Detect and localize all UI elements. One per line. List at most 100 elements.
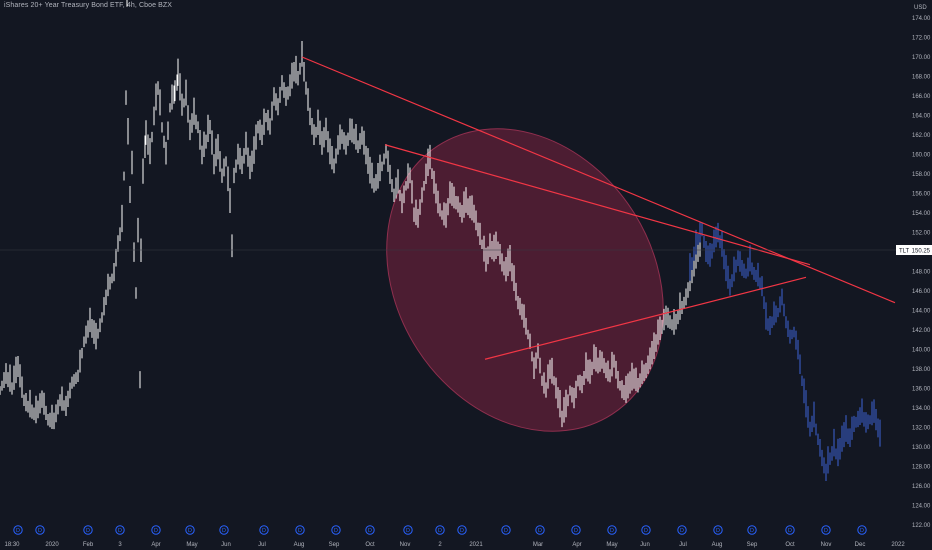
dividend-marker-circle <box>151 525 161 535</box>
x-tick-label: 2021 <box>469 542 483 548</box>
dividend-marker-label: D <box>538 528 542 534</box>
y-tick-label: 126.00 <box>912 484 931 490</box>
dividend-marker[interactable]: D <box>607 525 617 535</box>
dividend-marker-label: D <box>262 528 266 534</box>
y-tick-label: 122.00 <box>912 523 931 529</box>
dividend-marker-label: D <box>406 528 410 534</box>
x-tick-label: 2022 <box>891 542 905 548</box>
dividend-marker-circle <box>821 525 831 535</box>
dividend-marker[interactable]: D <box>83 525 93 535</box>
x-axis[interactable]: 18:30 2020 Feb 3 Apr May Jun Jul Aug Sep Oct Nov 2 20… <box>4 542 905 548</box>
dividend-marker-label: D <box>438 528 442 534</box>
x-tick-label: Oct <box>785 542 795 548</box>
highlight-region <box>386 128 664 432</box>
dividend-marker-label: D <box>860 528 864 534</box>
dividend-marker[interactable]: D <box>365 525 375 535</box>
dividend-marker-circle <box>259 525 269 535</box>
dividend-marker[interactable]: D <box>331 525 341 535</box>
trendlines[interactable] <box>301 56 896 360</box>
y-tick-label: 154.00 <box>912 211 931 217</box>
highlight-ellipse <box>386 128 664 432</box>
dividend-marker-label: D <box>298 528 302 534</box>
dividend-marker[interactable]: D <box>501 525 511 535</box>
price-label: TLT 150.25 <box>896 245 932 255</box>
dividend-marker[interactable]: D <box>13 525 23 535</box>
x-tick-label: May <box>606 542 617 548</box>
dividend-marker[interactable]: D <box>151 525 161 535</box>
dividend-marker-label: D <box>118 528 122 534</box>
x-tick-label: May <box>186 542 197 548</box>
dividend-marker-circle <box>641 525 651 535</box>
x-tick-label: Dec <box>855 542 866 548</box>
dividend-marker-label: D <box>38 528 42 534</box>
x-tick-label: Nov <box>821 542 832 548</box>
y-tick-label: 144.00 <box>912 309 931 315</box>
dividend-marker-circle <box>785 525 795 535</box>
dividend-marker[interactable]: D <box>535 525 545 535</box>
x-tick-label: Apr <box>151 542 160 548</box>
dividend-marker-circle <box>331 525 341 535</box>
y-tick-label: 172.00 <box>912 36 931 42</box>
y-tick-label: 132.00 <box>912 426 931 432</box>
x-tick-label: Mar <box>533 542 543 548</box>
x-tick-label: Nov <box>400 542 411 548</box>
dividend-marker[interactable]: D <box>219 525 229 535</box>
dividend-marker[interactable]: D <box>185 525 195 535</box>
y-axis[interactable]: 174.00 172.00 170.00 168.00 166.00 164.00 162.… <box>912 16 931 529</box>
dividend-marker-label: D <box>824 528 828 534</box>
dividend-marker-circle <box>219 525 229 535</box>
y-tick-label: 158.00 <box>912 172 931 178</box>
dividend-marker[interactable]: D <box>403 525 413 535</box>
dividend-marker[interactable]: D <box>435 525 445 535</box>
dividend-marker-circle <box>435 525 445 535</box>
dividend-marker[interactable]: D <box>457 525 467 535</box>
trendline-2[interactable] <box>384 144 811 266</box>
dividend-marker-label: D <box>16 528 20 534</box>
dividend-marker-circle <box>185 525 195 535</box>
dividend-marker-circle <box>13 525 23 535</box>
x-tick-label: 2020 <box>45 542 59 548</box>
trendline-3[interactable] <box>484 276 807 360</box>
dividend-marker-label: D <box>716 528 720 534</box>
dividend-marker-circle <box>857 525 867 535</box>
dividend-marker-circle <box>35 525 45 535</box>
dividend-marker-circle <box>403 525 413 535</box>
dividend-marker-label: D <box>610 528 614 534</box>
y-tick-label: 170.00 <box>912 55 931 61</box>
dividend-marker[interactable]: D <box>713 525 723 535</box>
price-label-value: 150.25 <box>912 249 931 255</box>
x-tick-label: Oct <box>365 542 375 548</box>
trendline-1[interactable] <box>301 56 896 304</box>
x-tick-label: Apr <box>572 542 581 548</box>
x-tick-label: Aug <box>712 542 723 548</box>
x-tick-label: 2 <box>438 542 442 548</box>
dividend-marker-circle <box>747 525 757 535</box>
y-tick-label: 148.00 <box>912 270 931 276</box>
dividend-marker-label: D <box>188 528 192 534</box>
y-tick-label: 124.00 <box>912 504 931 510</box>
chart-title: iShares 20+ Year Treasury Bond ETF, 4h, … <box>4 2 173 9</box>
dividend-marker-circle <box>501 525 511 535</box>
dividend-marker[interactable]: D <box>295 525 305 535</box>
y-tick-label: 164.00 <box>912 114 931 120</box>
dividend-marker-label: D <box>86 528 90 534</box>
x-tick-label: Sep <box>747 542 758 548</box>
dividend-marker[interactable]: D <box>35 525 45 535</box>
dividend-marker[interactable]: D <box>785 525 795 535</box>
x-tick-label: 3 <box>118 542 122 548</box>
dividend-marker[interactable]: D <box>571 525 581 535</box>
dividend-marker[interactable]: D <box>677 525 687 535</box>
dividend-marker[interactable]: D <box>259 525 269 535</box>
dividend-marker[interactable]: D <box>115 525 125 535</box>
x-tick-label: 18:30 <box>4 542 20 548</box>
dividend-marker[interactable]: D <box>821 525 831 535</box>
y-tick-label: 160.00 <box>912 153 931 159</box>
x-tick-label: Jul <box>679 542 687 548</box>
dividend-marker[interactable]: D <box>641 525 651 535</box>
y-tick-label: 168.00 <box>912 75 931 81</box>
dividend-marker[interactable]: D <box>747 525 757 535</box>
dividend-marker[interactable]: D <box>857 525 867 535</box>
y-tick-label: 138.00 <box>912 367 931 373</box>
